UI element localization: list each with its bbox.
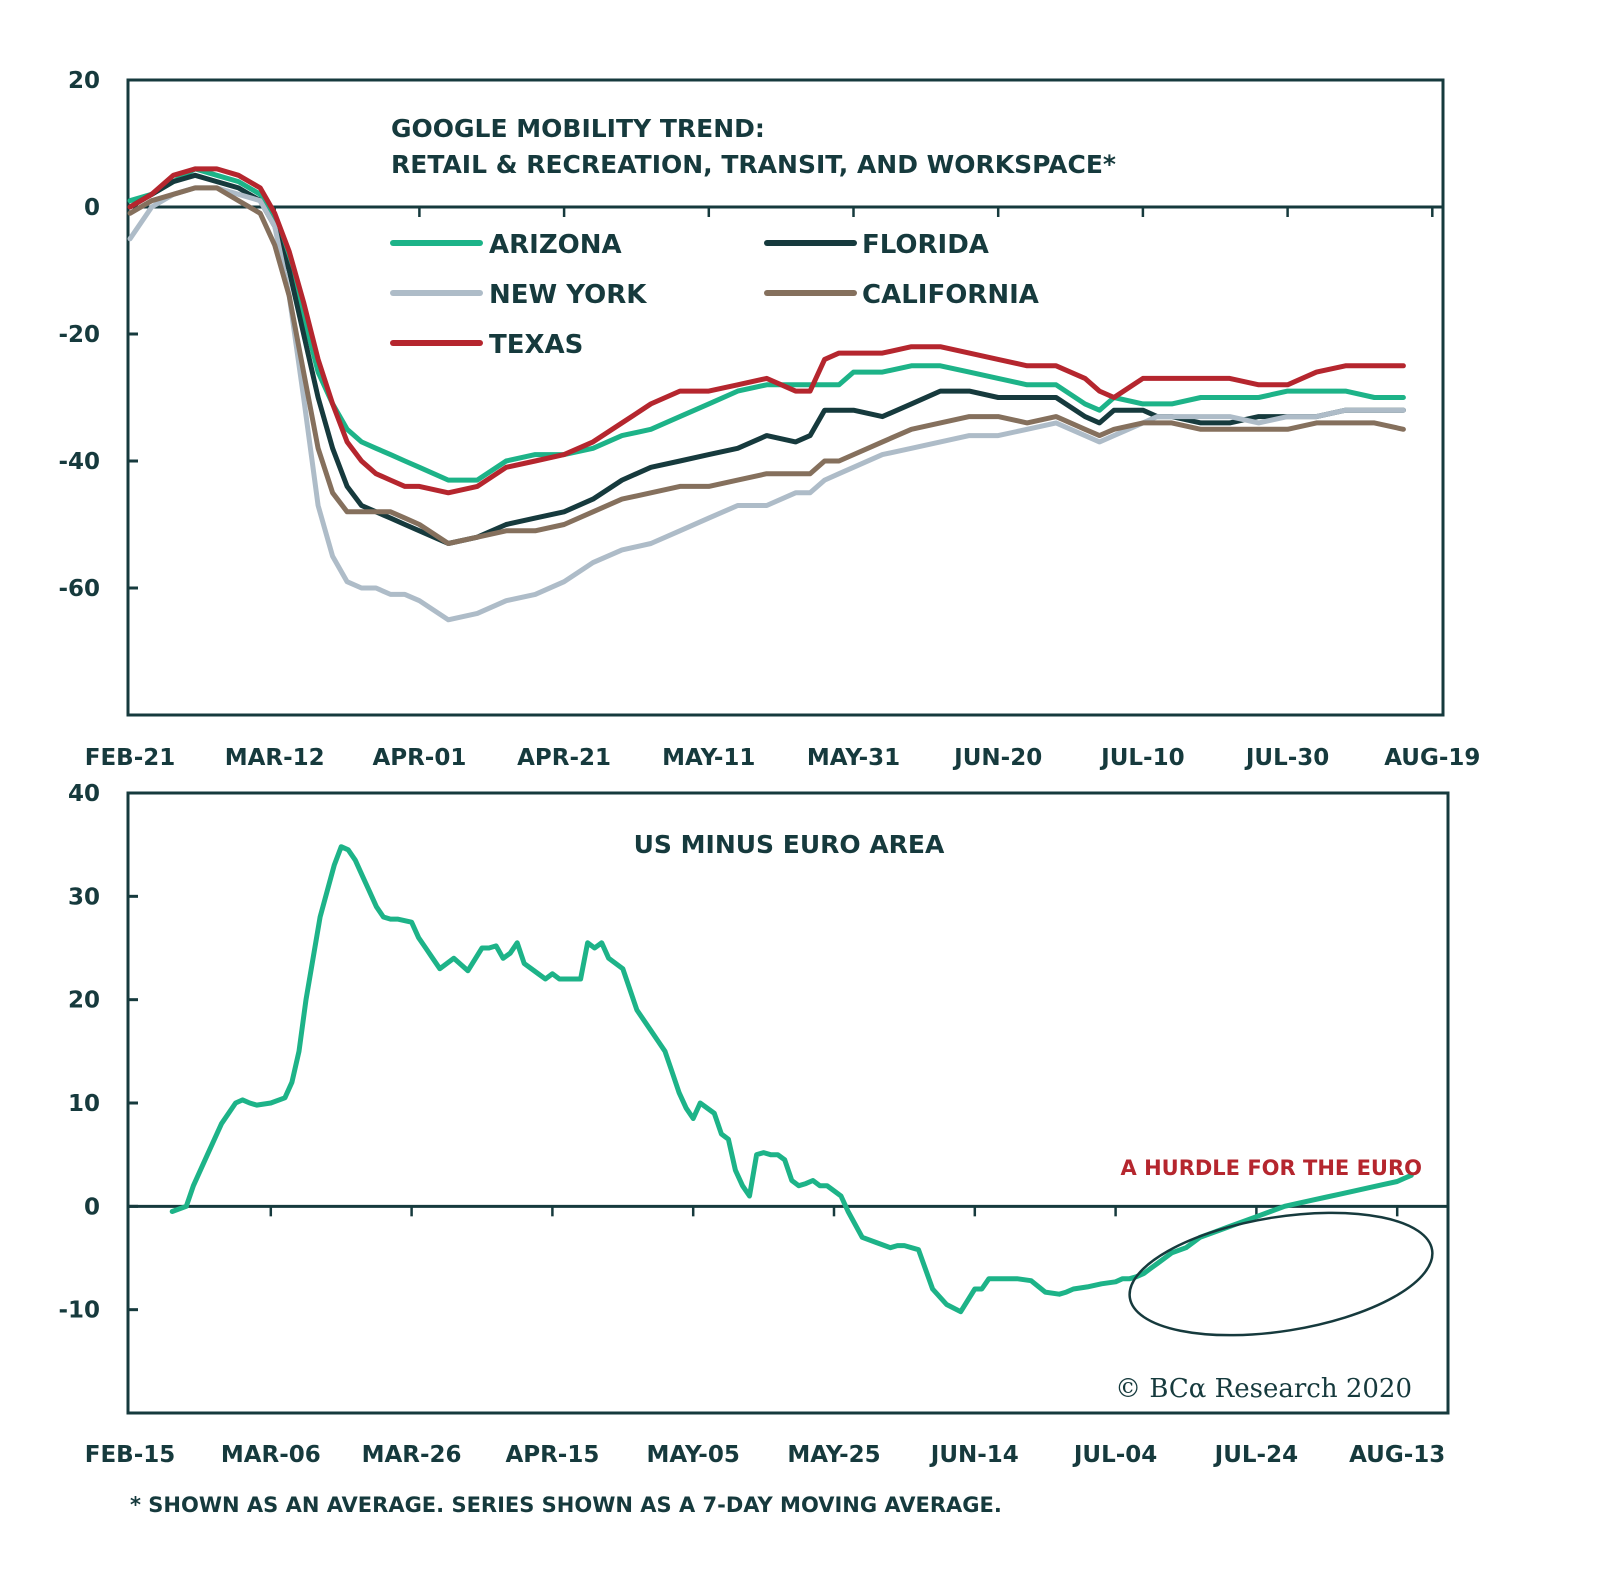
bottom-y-tick-label: 0 [84,1194,100,1220]
bottom-y-tick-label: 40 [68,781,100,807]
legend-label-new-york: NEW YORK [489,280,647,310]
top-x-axis: FEB-21 MAR-12 APR-01 APR-21 MAY-11 MAY-31 JUN-… [85,207,1480,771]
bottom-x-tick-label: MAY-05 [647,1442,740,1468]
top-y-tick-label: -20 [58,322,100,348]
bottom-x-tick-label: JUL-24 [1213,1442,1298,1468]
bottom-y-axis: 40 30 20 10 0 -10 [58,781,1448,1324]
top-chart-title-line1: GOOGLE MOBILITY TREND: [391,114,765,143]
top-y-tick-label: 20 [68,68,100,94]
top-x-tick-label: JUL-10 [1099,745,1184,771]
bottom-x-tick-label: JUL-04 [1072,1442,1157,1468]
bottom-x-axis: FEB-15 MAR-06 MAR-26 APR-15 MAY-05 MAY-25 JUN-… [85,1206,1445,1468]
legend-label-california: CALIFORNIA [862,280,1039,310]
bottom-y-tick-label: 20 [68,988,100,1014]
bottom-y-tick-label: -10 [58,1298,100,1324]
top-x-tick-label: JUL-30 [1244,745,1329,771]
series-line-us-minus-euro-area [169,844,1414,1315]
series-line-california [127,185,1406,546]
top-y-axis: 20 0 -20 -40 -60 [58,68,1443,602]
footnote: * SHOWN AS AN AVERAGE. SERIES SHOWN AS A… [130,1493,1002,1517]
series-line-arizona [127,166,1406,483]
bottom-chart: 40 30 20 10 0 -10 FEB-15 MAR-06 MAR-26 APR-15 MAY… [58,781,1450,1468]
bottom-x-tick-label: FEB-15 [85,1442,176,1468]
legend-item-texas: TEXAS [390,330,583,360]
top-x-tick-label: APR-21 [517,745,611,771]
bottom-y-tick-label: 30 [68,884,100,910]
legend-item-arizona: ARIZONA [390,230,622,260]
top-x-tick-label: AUG-19 [1384,745,1480,771]
top-x-tick-label: FEB-21 [85,745,176,771]
top-chart-title-line2: RETAIL & RECREATION, TRANSIT, AND WORKSP… [391,150,1116,179]
top-y-tick-label: -40 [58,449,100,475]
series-line-florida [127,172,1406,546]
bottom-x-tick-label: APR-15 [505,1442,599,1468]
top-legend: ARIZONA FLORIDA NEW YORK CALIFORNIA TEXA… [390,230,1039,360]
series-line-texas [127,166,1406,496]
highlight-ellipse [1128,1211,1434,1337]
top-y-tick-label: -60 [58,576,100,602]
bottom-x-tick-label: MAY-25 [787,1442,880,1468]
series-line-new-york [127,185,1406,623]
top-y-tick-label: 0 [84,195,100,221]
legend-label-florida: FLORIDA [862,230,989,260]
bottom-x-tick-label: MAR-06 [221,1442,321,1468]
bottom-y-tick-label: 10 [68,1091,100,1117]
legend-item-california: CALIFORNIA [764,280,1039,310]
top-plot-frame [126,78,1445,717]
bottom-chart-title: US MINUS EURO AREA [634,830,945,859]
hurdle-annotation: A HURDLE FOR THE EURO [1121,1156,1423,1180]
top-x-tick-label: MAR-12 [225,745,325,771]
top-x-tick-label: MAY-11 [662,745,755,771]
top-chart: 20 0 -20 -40 -60 FEB-21 MAR-12 APR-01 APR-21 MAY… [58,68,1480,771]
top-x-tick-label: APR-01 [372,745,466,771]
legend-item-florida: FLORIDA [764,230,989,260]
top-x-tick-label: JUN-20 [952,745,1042,771]
bottom-x-tick-label: JUN-14 [929,1442,1019,1468]
copyright-label: © BCα Research 2020 [1115,1374,1412,1404]
bottom-x-tick-label: MAR-26 [362,1442,462,1468]
top-series-group [127,166,1406,623]
legend-label-texas: TEXAS [489,330,583,360]
top-x-tick-label: MAY-31 [807,745,900,771]
legend-item-new-york: NEW YORK [390,280,647,310]
bottom-series-group [169,844,1414,1315]
bottom-x-tick-label: AUG-13 [1349,1442,1445,1468]
legend-label-arizona: ARIZONA [489,230,622,260]
